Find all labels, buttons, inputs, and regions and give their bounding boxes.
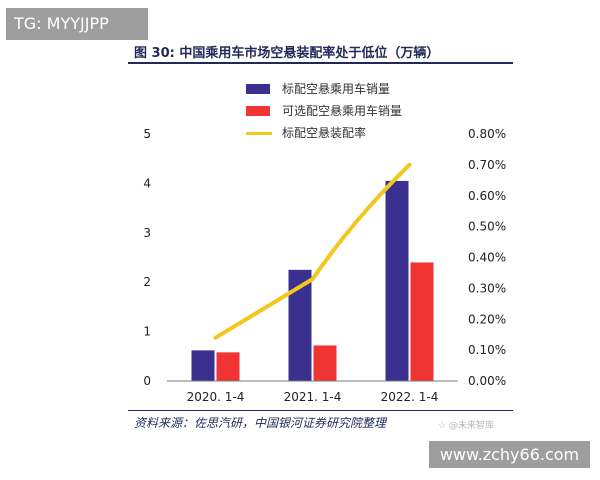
legend-swatch-optional (246, 106, 270, 116)
bar-standard (288, 269, 312, 381)
y2-tick-label: 0.80% (468, 127, 506, 141)
small-watermark: ☆ @未来智库 (438, 421, 494, 431)
y-tick-label: 3 (143, 226, 151, 240)
y2-tick-label: 0.70% (468, 158, 506, 172)
x-tick-label: 2021. 1-4 (284, 390, 342, 404)
source-note: 资料来源：佐思汽研，中国银河证券研究院整理 (134, 416, 387, 430)
y-tick-label: 2 (143, 275, 151, 289)
figure-title: 图 30: 中国乘用车市场空悬装配率处于低位（万辆） (134, 46, 440, 61)
bar-optional (410, 262, 434, 381)
y-tick-label: 1 (143, 325, 151, 339)
y-tick-label: 5 (143, 127, 151, 141)
y2-tick-label: 0.10% (468, 343, 506, 357)
y-tick-label: 4 (143, 176, 151, 190)
y2-tick-label: 0.20% (468, 312, 506, 326)
site-watermark-badge: www.zchy66.com (429, 441, 590, 468)
x-tick-label: 2022. 1-4 (381, 390, 439, 404)
legend-label-optional: 可选配空悬乘用车销量 (282, 104, 403, 118)
title-divider (128, 62, 513, 64)
x-tick-label: 2020. 1-4 (187, 390, 245, 404)
y-tick-label: 0 (143, 374, 151, 388)
rate-line (213, 162, 412, 340)
bar-optional (216, 352, 240, 381)
bar-standard (191, 350, 215, 381)
y2-tick-label: 0.40% (468, 251, 506, 265)
y2-tick-label: 0.30% (468, 281, 506, 295)
y2-tick-label: 0.60% (468, 189, 506, 203)
bar-optional (313, 345, 337, 381)
tg-watermark-badge: TG: MYYJJPP (6, 8, 148, 40)
legend-swatch-standard (246, 84, 270, 94)
legend-label-standard: 标配空悬乘用车销量 (282, 82, 391, 96)
bar-standard (385, 180, 409, 381)
legend-label-rate: 标配空悬装配率 (282, 126, 367, 140)
legend-line-rate (246, 132, 272, 135)
source-divider (128, 410, 513, 411)
y2-tick-label: 0.00% (468, 374, 506, 388)
y2-tick-label: 0.50% (468, 220, 506, 234)
